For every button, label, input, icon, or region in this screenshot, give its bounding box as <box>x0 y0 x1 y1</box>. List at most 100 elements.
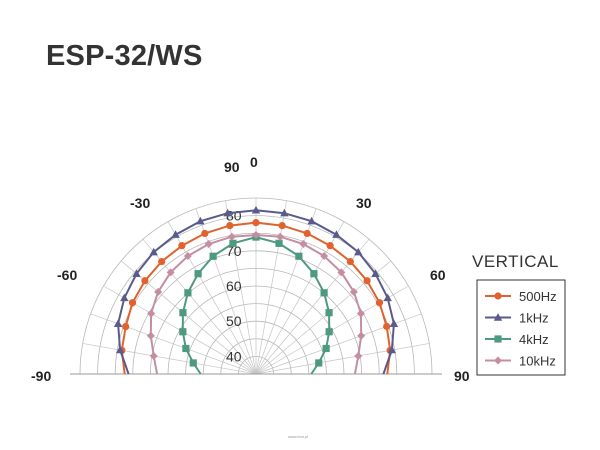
data-point <box>120 293 129 302</box>
data-point <box>226 222 234 230</box>
grid-spoke <box>82 343 257 375</box>
data-point <box>141 277 149 285</box>
data-point <box>354 247 363 256</box>
data-point <box>223 208 232 217</box>
data-point <box>325 309 333 317</box>
series-layer <box>113 205 399 375</box>
legend-marker <box>494 335 502 343</box>
data-point <box>147 309 156 318</box>
angle-tick-label: -90 <box>31 368 51 384</box>
radial-tick-label: 60 <box>226 278 242 294</box>
data-point <box>303 229 311 238</box>
data-point <box>196 216 205 225</box>
data-point <box>189 359 197 367</box>
legend-marker <box>494 292 502 300</box>
data-point <box>371 269 380 277</box>
data-point <box>320 289 328 297</box>
data-point <box>201 229 209 238</box>
data-point <box>320 252 329 261</box>
angle-tick-label: 0 <box>250 154 258 170</box>
data-point <box>354 351 363 360</box>
data-point <box>146 331 155 340</box>
data-point <box>194 270 202 278</box>
data-point <box>346 257 354 266</box>
data-point <box>326 242 334 250</box>
legend-label: 10kHz <box>519 354 556 369</box>
data-point <box>166 268 175 277</box>
angle-tick-label: -60 <box>57 267 77 283</box>
data-point <box>204 240 213 249</box>
data-point <box>252 230 260 239</box>
data-point <box>115 345 125 354</box>
legend-label: 1kHz <box>519 311 549 326</box>
data-point <box>128 299 137 307</box>
legend-item: 500Hz <box>485 289 557 304</box>
data-point <box>276 232 285 241</box>
data-point <box>325 328 333 336</box>
page-title: ESP-32/WS <box>46 40 203 72</box>
angle-tick-label: 30 <box>356 195 372 211</box>
legend-item: 10kHz <box>485 354 556 369</box>
series-10kHz <box>146 230 366 375</box>
legend: 500Hz 1kHz 4kHz 10kHz <box>476 279 566 376</box>
data-point <box>349 287 358 296</box>
data-point <box>154 287 163 296</box>
data-point <box>179 328 187 336</box>
data-point <box>383 322 391 331</box>
data-point <box>179 309 187 317</box>
data-point <box>337 268 346 277</box>
watermark-text: www.tcm.pl <box>288 434 308 439</box>
data-point <box>229 239 237 247</box>
data-point <box>183 252 192 261</box>
data-point <box>278 222 286 230</box>
legend-marker <box>494 356 502 365</box>
view-label: VERTICAL <box>472 252 559 271</box>
legend-label: 4kHz <box>519 332 549 347</box>
angle-tick-label: 90 <box>224 159 240 175</box>
data-point <box>383 293 392 302</box>
data-point <box>356 309 365 318</box>
data-point <box>132 269 141 277</box>
data-point <box>389 319 399 327</box>
data-point <box>113 319 123 327</box>
grid-spoke <box>225 200 257 375</box>
data-point <box>299 240 308 249</box>
data-point <box>275 239 283 247</box>
data-point <box>387 345 397 354</box>
data-point <box>322 344 330 353</box>
legend-marker <box>493 313 503 321</box>
radial-tick-label: 50 <box>226 313 242 329</box>
data-point <box>184 289 192 297</box>
angle-tick-label: 90 <box>454 368 470 384</box>
radial-tick-label: 40 <box>226 348 242 364</box>
data-point <box>171 230 180 238</box>
data-point <box>158 257 166 266</box>
data-point <box>251 205 261 214</box>
data-point <box>375 299 384 307</box>
data-point <box>149 247 158 256</box>
data-point <box>122 322 130 331</box>
angle-tick-label: -30 <box>130 195 150 211</box>
angle-tick-labels: 90 0 -30 30 -60 60 -90 90 <box>31 154 470 384</box>
grid-spoke <box>255 200 287 375</box>
data-point <box>363 277 371 285</box>
legend-item: 1kHz <box>485 311 549 326</box>
legend-item: 4kHz <box>485 332 549 347</box>
data-point <box>178 242 186 250</box>
data-point <box>310 270 318 278</box>
grid-spoke <box>255 343 430 375</box>
data-point <box>252 219 260 227</box>
series-1kHz <box>113 205 399 375</box>
data-point <box>332 230 341 238</box>
data-point <box>280 208 289 217</box>
data-point <box>182 344 190 353</box>
data-point <box>357 331 366 340</box>
data-point <box>149 351 158 360</box>
data-point <box>227 232 236 241</box>
data-point <box>315 359 323 367</box>
legend-label: 500Hz <box>519 289 557 304</box>
data-point <box>209 252 217 260</box>
data-point <box>307 216 316 225</box>
